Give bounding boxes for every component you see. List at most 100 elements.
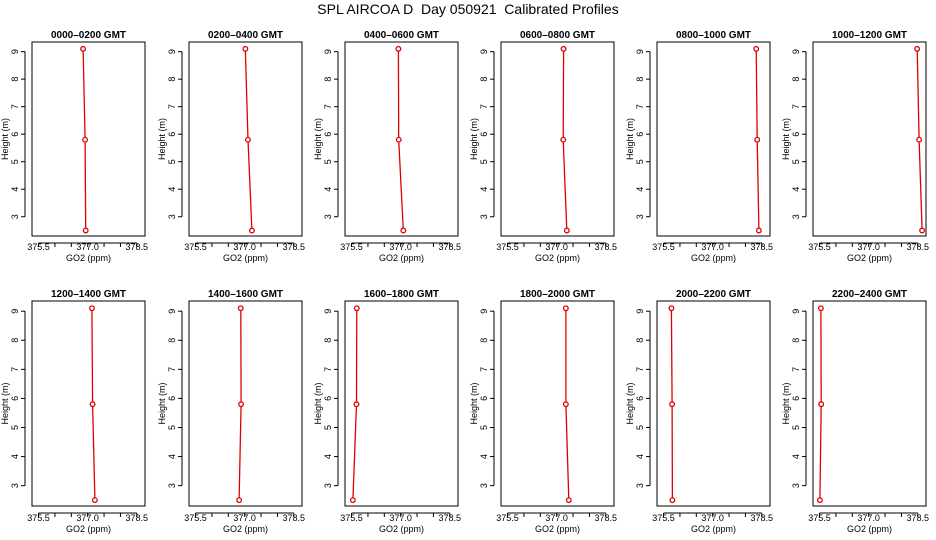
y-tick-label: 7 [167,367,177,372]
data-point [565,497,572,504]
data-point [400,227,407,234]
y-tick-label: 9 [167,49,177,54]
y-axis-label: Height (m) [313,382,323,424]
plot-frame [812,300,927,507]
data-point [82,227,89,234]
x-axis-label: GO2 (ppm) [535,253,580,263]
y-tick-label: 9 [791,309,801,314]
data-point [395,136,402,143]
data-point [914,45,921,52]
x-tick-label: 378.5 [126,513,149,523]
panel-title: 1800–2000 GMT [520,289,595,300]
data-point [238,401,245,408]
x-tick-label: 377.0 [233,242,256,252]
y-axis-label: Height (m) [625,118,635,160]
y-tick-label: 3 [10,483,20,488]
data-point [755,227,762,234]
panel: 0600–0800 GMT 375.5 377.0 378.5 GO2 (ppm) 3 4 5… [469,30,617,263]
y-tick-label: 3 [635,214,645,219]
y-tick-label: 4 [323,187,333,192]
panel: 1800–2000 GMT 375.5 377.0 378.5 GO2 (ppm) 3 4 5… [469,289,617,534]
y-axis-label: Height (m) [781,118,791,160]
data-point [562,401,569,408]
x-tick-label: 375.5 [496,513,519,523]
data-point [236,497,243,504]
y-axis-label: Height (m) [781,382,791,424]
y-tick-label: 7 [635,104,645,109]
y-tick-label: 5 [479,159,489,164]
data-point [353,305,360,312]
data-point [237,305,244,312]
y-axis-label: Height (m) [313,118,323,160]
y-tick-label: 7 [323,104,333,109]
x-axis-label: GO2 (ppm) [379,253,424,263]
y-tick-label: 6 [791,132,801,137]
y-tick-label: 3 [323,214,333,219]
x-tick-label: 377.0 [857,513,880,523]
plot-frame [656,41,771,237]
data-point [248,227,255,234]
x-axis-label: GO2 (ppm) [847,253,892,263]
y-axis-label: Height (m) [157,118,167,160]
y-tick-label: 5 [635,425,645,430]
x-tick-label: 377.0 [701,513,724,523]
x-tick-label: 375.5 [184,513,207,523]
x-tick-label: 378.5 [751,513,774,523]
data-point [395,45,402,52]
y-tick-label: 7 [791,104,801,109]
y-tick-label: 5 [479,425,489,430]
x-axis-label: GO2 (ppm) [66,253,111,263]
y-tick-label: 8 [479,77,489,82]
y-tick-label: 4 [10,454,20,459]
y-tick-label: 8 [479,338,489,343]
data-point [80,45,87,52]
x-tick-label: 375.5 [184,242,207,252]
y-tick-label: 8 [323,338,333,343]
y-axis-label: Height (m) [0,382,10,424]
x-tick-label: 375.5 [808,513,831,523]
panel: 0000–0200 GMT 375.5 377.0 378.5 GO2 (ppm) 3 4 5… [0,30,148,263]
y-tick-label: 6 [323,396,333,401]
data-point [919,227,926,234]
y-tick-label: 4 [479,454,489,459]
x-tick-label: 375.5 [652,242,675,252]
data-point [668,305,675,312]
x-axis-label: GO2 (ppm) [223,253,268,263]
x-tick-label: 377.0 [389,513,412,523]
y-tick-label: 4 [167,454,177,459]
y-tick-label: 8 [10,338,20,343]
y-tick-label: 7 [791,367,801,372]
data-point [562,305,569,312]
x-tick-label: 375.5 [496,242,519,252]
x-tick-label: 377.0 [389,242,412,252]
data-point [563,227,570,234]
y-tick-label: 8 [635,338,645,343]
x-tick-label: 378.5 [283,513,306,523]
y-tick-label: 5 [635,159,645,164]
x-axis-label: GO2 (ppm) [691,524,736,534]
y-tick-label: 9 [791,49,801,54]
data-point [349,497,356,504]
panel-title: 0400–0600 GMT [364,30,439,41]
y-tick-label: 4 [167,187,177,192]
data-point [754,136,761,143]
x-tick-label: 378.5 [907,513,930,523]
y-tick-label: 5 [10,159,20,164]
y-tick-label: 3 [791,483,801,488]
x-tick-label: 375.5 [808,242,831,252]
x-tick-label: 378.5 [907,242,930,252]
x-axis-label: GO2 (ppm) [847,524,892,534]
y-tick-label: 7 [479,104,489,109]
y-tick-label: 9 [479,309,489,314]
x-tick-label: 378.5 [126,242,149,252]
x-tick-label: 375.5 [652,513,675,523]
y-tick-label: 8 [167,77,177,82]
x-tick-label: 377.0 [701,242,724,252]
y-tick-label: 9 [479,49,489,54]
y-tick-label: 5 [791,159,801,164]
y-tick-label: 3 [167,214,177,219]
y-tick-label: 3 [791,214,801,219]
y-tick-label: 7 [167,104,177,109]
data-point [89,401,96,408]
y-tick-label: 7 [10,367,20,372]
